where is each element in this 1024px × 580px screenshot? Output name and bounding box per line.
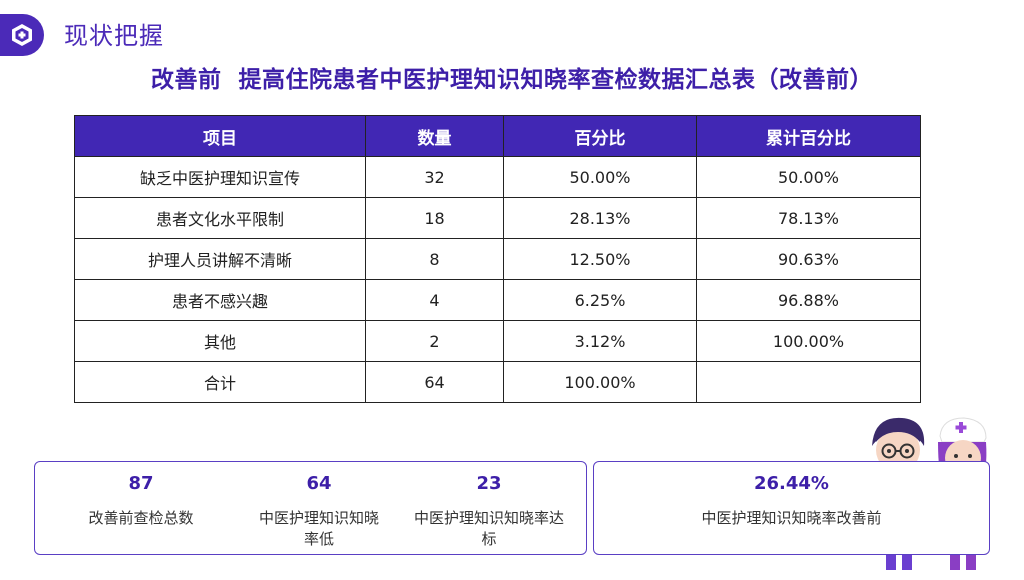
column-header-item: 项目 [74,115,366,157]
stat-total: 87 改善前查检总数 [55,462,227,529]
cell-count: 2 [365,320,504,362]
cell-cumulative: 96.88% [696,279,921,321]
cell-count: 64 [365,361,504,403]
column-header-count: 数量 [365,115,504,157]
cell-item: 患者文化水平限制 [74,197,366,239]
cell-item: 护理人员讲解不清晰 [74,238,366,280]
cell-item: 其他 [74,320,366,362]
hexagon-logo-icon [12,24,32,46]
rate-label: 中医护理知识知晓率改善前 [701,509,882,527]
summary-table: 项目 数量 百分比 累计百分比 缺乏中医护理知识宣传 32 50.00% 50.… [74,115,921,403]
cell-percent: 28.13% [503,197,697,239]
cell-count: 8 [365,238,504,280]
section-badge [0,14,44,56]
stat-value: 87 [128,473,154,494]
table-row: 护理人员讲解不清晰 8 12.50% 90.63% [74,238,921,280]
table-row: 其他 2 3.12% 100.00% [74,320,921,362]
cell-count: 4 [365,279,504,321]
cell-percent: 12.50% [503,238,697,280]
stat-value: 64 [306,473,332,494]
table-header-row: 项目 数量 百分比 累计百分比 [74,115,921,157]
page-title: 改善前 提高住院患者中医护理知识知晓率查检数据汇总表（改善前） [150,67,873,93]
stat-rate: 26.44% 中医护理知识知晓率改善前 [594,462,989,529]
cell-count: 32 [365,156,504,198]
cell-item: 缺乏中医护理知识宣传 [74,156,366,198]
cell-percent: 6.25% [503,279,697,321]
stats-panel: 87 改善前查检总数 64 中医护理知识知晓率低 23 中医护理知识知晓率达标 [34,461,587,555]
stat-label: 改善前查检总数 [88,509,194,527]
cell-cumulative: 78.13% [696,197,921,239]
stat-value: 23 [476,473,502,494]
table-row: 患者不感兴趣 4 6.25% 96.88% [74,279,921,321]
stat-label: 中医护理知识知晓率达标 [413,509,564,548]
stat-pass: 23 中医护理知识知晓率达标 [411,462,567,550]
stat-low: 64 中医护理知识知晓率低 [257,462,381,550]
rate-value: 26.44% [754,473,829,494]
table-total-row: 合计 64 100.00% [74,361,921,403]
rate-panel: 26.44% 中医护理知识知晓率改善前 [593,461,990,555]
cell-percent: 100.00% [503,361,697,403]
cell-count: 18 [365,197,504,239]
table-row: 缺乏中医护理知识宣传 32 50.00% 50.00% [74,156,921,198]
section-label: 现状把握 [64,22,164,50]
cell-cumulative: 90.63% [696,238,921,280]
column-header-cumulative: 累计百分比 [696,115,921,157]
table-row: 患者文化水平限制 18 28.13% 78.13% [74,197,921,239]
cell-cumulative [696,361,921,403]
cell-item: 合计 [74,361,366,403]
cell-cumulative: 100.00% [696,320,921,362]
column-header-percent: 百分比 [503,115,697,157]
cell-item: 患者不感兴趣 [74,279,366,321]
stat-label: 中医护理知识知晓率低 [258,509,379,548]
cell-percent: 50.00% [503,156,697,198]
cell-percent: 3.12% [503,320,697,362]
cell-cumulative: 50.00% [696,156,921,198]
